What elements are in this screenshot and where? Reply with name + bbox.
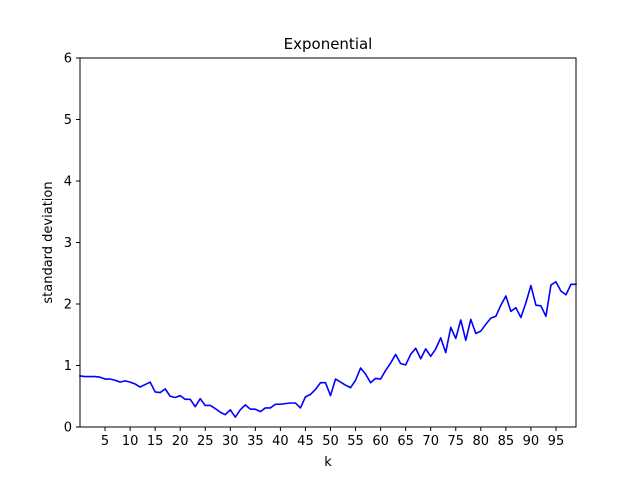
y-axis-ticks: 0 1 2 3 4 5 6 [64,52,80,436]
x-tick-label: 55 [347,434,364,449]
x-tick-label: 25 [197,434,214,449]
x-tick-label: 75 [447,434,464,449]
y-tick-label: 4 [64,175,72,190]
x-tick-label: 60 [372,434,389,449]
y-tick-label: 6 [64,52,72,67]
x-tick-label: 45 [297,434,314,449]
x-tick-label: 70 [422,434,439,449]
x-axis-ticks: 5 10 15 20 25 30 35 40 45 50 55 60 65 70 75 80 85 90 95 [101,427,564,449]
x-tick-label: 80 [473,434,490,449]
x-tick-label: 15 [147,434,164,449]
x-tick-label: 85 [498,434,515,449]
series-layer [79,281,577,418]
x-tick-label: 20 [172,434,189,449]
x-tick-label: 10 [122,434,139,449]
series-line-0 [79,281,577,418]
x-axis-label: k [324,455,332,470]
x-tick-label: 40 [272,434,289,449]
x-tick-label: 95 [548,434,565,449]
y-tick-label: 1 [64,359,72,374]
y-tick-label: 3 [64,236,72,251]
y-axis-label: standard deviation [41,181,56,303]
y-tick-label: 2 [64,298,72,313]
plot-area [80,58,576,427]
x-tick-label: 5 [101,434,109,449]
y-tick-label: 0 [64,421,72,436]
plot-frame [79,57,577,428]
x-tick-label: 35 [247,434,264,449]
chart-title: Exponential [284,35,373,53]
x-tick-label: 30 [222,434,239,449]
y-tick-label: 5 [64,113,72,128]
x-tick-label: 90 [523,434,540,449]
x-tick-label: 50 [322,434,339,449]
x-tick-label: 65 [397,434,414,449]
